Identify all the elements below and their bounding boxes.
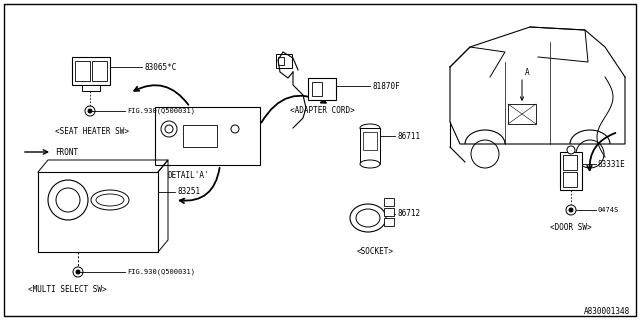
Text: <MULTI SELECT SW>: <MULTI SELECT SW> — [28, 285, 107, 294]
Text: 86711: 86711 — [397, 132, 420, 140]
Bar — [155, 107, 260, 165]
Bar — [75, 61, 90, 81]
Bar — [308, 78, 336, 100]
Circle shape — [471, 140, 499, 168]
Ellipse shape — [356, 209, 380, 227]
FancyArrowPatch shape — [261, 96, 326, 123]
FancyArrowPatch shape — [180, 168, 220, 203]
Text: 83331E: 83331E — [598, 159, 626, 169]
Text: FRONT: FRONT — [55, 148, 78, 156]
Text: <DOOR SW>: <DOOR SW> — [550, 223, 591, 233]
Bar — [183, 125, 217, 147]
Circle shape — [576, 140, 604, 168]
Circle shape — [76, 270, 80, 274]
Circle shape — [161, 121, 177, 137]
Ellipse shape — [91, 190, 129, 210]
Circle shape — [569, 208, 573, 212]
Bar — [278, 57, 284, 65]
Text: <SEAT HEATER SW>: <SEAT HEATER SW> — [55, 126, 129, 135]
Bar — [312, 82, 322, 96]
Text: FIG.930(Q500031): FIG.930(Q500031) — [127, 269, 195, 275]
Bar — [82, 85, 100, 91]
Circle shape — [88, 109, 92, 113]
Text: 83251: 83251 — [177, 188, 200, 196]
Text: 86712: 86712 — [397, 210, 420, 219]
Text: <SOCKET>: <SOCKET> — [357, 247, 394, 257]
Ellipse shape — [96, 194, 124, 206]
FancyArrowPatch shape — [588, 133, 616, 170]
Bar — [563, 172, 577, 187]
Bar — [384, 208, 394, 216]
Ellipse shape — [360, 160, 380, 168]
Circle shape — [56, 188, 80, 212]
Bar — [384, 198, 394, 206]
Circle shape — [73, 267, 83, 277]
Ellipse shape — [360, 124, 380, 132]
Text: DETAIL'A': DETAIL'A' — [167, 171, 209, 180]
Bar — [92, 61, 107, 81]
FancyArrowPatch shape — [134, 85, 188, 105]
Text: 81870F: 81870F — [372, 82, 400, 91]
Circle shape — [48, 180, 88, 220]
Text: 83065*C: 83065*C — [144, 62, 177, 71]
Ellipse shape — [350, 204, 386, 232]
Text: 0474S: 0474S — [598, 207, 620, 213]
Bar — [384, 218, 394, 226]
Circle shape — [567, 146, 575, 154]
Circle shape — [165, 125, 173, 133]
Bar — [563, 155, 577, 170]
Bar — [508, 104, 536, 124]
Circle shape — [231, 125, 239, 133]
Bar — [363, 132, 377, 150]
Bar — [72, 57, 110, 85]
Text: A: A — [525, 68, 530, 76]
Text: <ADAPTER CORD>: <ADAPTER CORD> — [290, 106, 355, 115]
Bar — [276, 54, 292, 68]
Bar — [560, 152, 582, 190]
Text: FIG.930(Q500031): FIG.930(Q500031) — [127, 108, 195, 114]
Circle shape — [85, 106, 95, 116]
Bar — [360, 128, 380, 164]
Text: A830001348: A830001348 — [584, 308, 630, 316]
Circle shape — [566, 205, 576, 215]
